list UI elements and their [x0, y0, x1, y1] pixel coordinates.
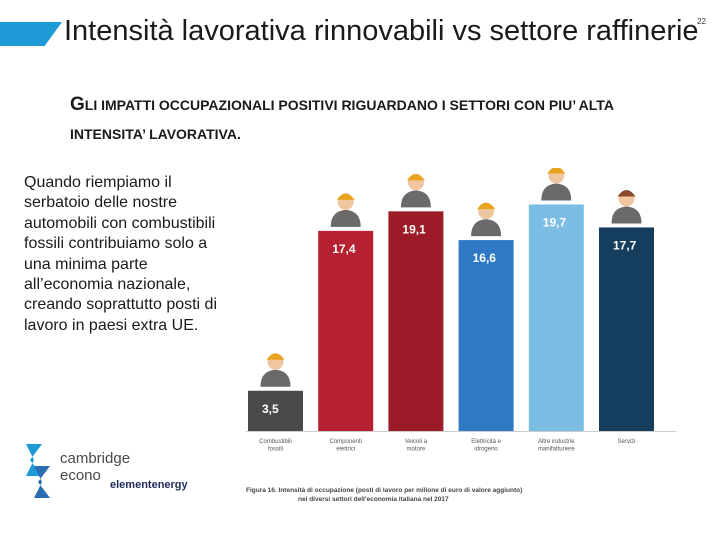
miner-worker-icon	[260, 353, 291, 387]
econometrics-logo-text: econo	[60, 467, 101, 484]
slide-subtitle: Gli impatti occupazionali positivi rigua…	[70, 90, 630, 149]
electrician-worker-icon	[471, 202, 502, 237]
bar-value-label-2: 17,4	[332, 242, 356, 256]
factory-worker-icon	[541, 166, 572, 201]
bar-value-label-1: 3,5	[262, 402, 279, 416]
technician-worker-icon	[330, 193, 361, 227]
bar-value-label-4: 16,6	[473, 251, 497, 265]
bar-value-label-3: 19,1	[402, 222, 426, 236]
element-energy-logo-text: elementenergy	[110, 479, 189, 491]
category-label-1: Combustibili fossili	[259, 439, 292, 453]
category-label-5: Altre industrie manifatturiere	[538, 439, 575, 453]
page-number: 22	[697, 17, 706, 26]
bar-value-label-6: 17,7	[613, 238, 637, 252]
bar-6	[599, 227, 654, 431]
bar-2	[318, 230, 374, 431]
bar-1	[248, 390, 303, 431]
logo-svg: cambridge econo elementenergy	[26, 444, 189, 498]
category-label-2: Componenti elettrici	[330, 439, 362, 453]
cambridge-econometrics-logo-icon	[26, 444, 50, 498]
subtitle-text: li impatti occupazionali positivi riguar…	[70, 97, 614, 142]
page-title: Intensità lavorativa rinnovabili vs sett…	[64, 15, 699, 47]
mechanic-worker-icon	[400, 173, 431, 208]
bar-value-label-5: 19,7	[543, 215, 567, 229]
office-worker-icon	[611, 189, 642, 224]
cambridge-logo-text: cambridge	[60, 450, 130, 467]
category-label-6: Servizi	[617, 439, 635, 445]
body-paragraph: Quando riempiamo il serbatoio delle nost…	[24, 174, 218, 334]
chart-svg: 3,5 Combustibili fossili 17,4 Componenti elet…	[246, 166, 676, 503]
bar-3	[388, 211, 444, 431]
subtitle-initial: G	[70, 94, 85, 115]
category-label-4: Elettricità e idrogeno	[471, 439, 501, 453]
bar-5	[528, 204, 584, 431]
chart-caption-line-2: nei diversi settori dell’economia italia…	[298, 496, 449, 503]
bar-4	[458, 240, 514, 431]
footer-logos: cambridge econo elementenergy	[20, 440, 230, 505]
category-label-3: Veicoli a motore	[405, 439, 428, 453]
title-accent-bar	[0, 22, 62, 46]
chart-caption-line-1: Figura 16. Intensità di occupazione (pos…	[246, 487, 522, 494]
employment-intensity-chart: 3,5 Combustibili fossili 17,4 Componenti elet…	[228, 166, 690, 510]
